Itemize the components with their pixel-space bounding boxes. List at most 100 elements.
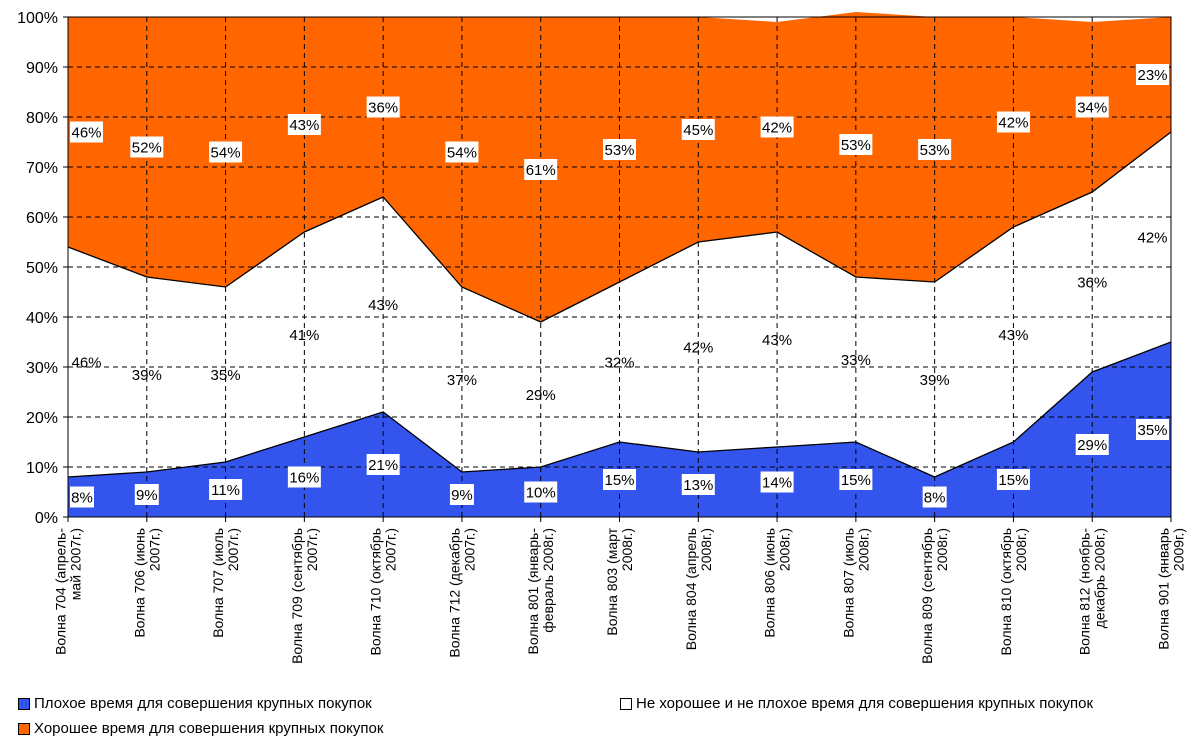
data-label-bg	[1075, 96, 1109, 118]
data-label-bg	[918, 139, 952, 160]
data-label: 42%	[998, 115, 1028, 132]
data-label: 53%	[841, 137, 871, 154]
data-label-bg	[287, 114, 321, 135]
data-label: 54%	[447, 145, 477, 162]
legend-swatch-neutral	[620, 697, 632, 710]
data-label-bg	[209, 479, 243, 500]
data-label: 9%	[451, 487, 473, 504]
area-series-1	[68, 342, 1171, 517]
data-label: 35%	[211, 367, 241, 384]
data-label: 36%	[368, 100, 398, 117]
x-tick-label: Волна 801 (январь-февраль 2008г.)	[525, 528, 556, 655]
data-label: 11%	[211, 482, 240, 499]
data-label: 13%	[683, 477, 713, 494]
data-label: 8%	[924, 490, 946, 507]
data-label: 10%	[526, 485, 556, 502]
data-label-bg	[760, 116, 794, 138]
data-label-bg	[449, 484, 474, 505]
y-tick-label: 10%	[26, 460, 58, 477]
data-label-bg	[760, 471, 794, 493]
data-label-bg	[996, 111, 1030, 133]
data-label-bg	[70, 486, 94, 508]
x-tick-label: Волна 707 (июль2007г.)	[210, 528, 241, 638]
data-label-bg	[1136, 419, 1169, 440]
data-label: 43%	[368, 297, 398, 314]
data-label: 15%	[841, 472, 871, 489]
data-label-bg	[996, 469, 1030, 490]
data-label: 46%	[71, 125, 101, 142]
data-label: 41%	[289, 327, 319, 344]
data-label-bg	[681, 119, 715, 140]
y-tick-label: 90%	[26, 60, 58, 77]
y-tick-label: 100%	[17, 10, 58, 27]
data-label: 14%	[762, 475, 792, 492]
data-label: 52%	[132, 140, 162, 157]
x-tick-label: Волна 803 (март2008г.)	[604, 527, 635, 635]
x-tick-label: Волна 804 (апрель2008г.)	[683, 528, 714, 650]
data-label-bg	[366, 454, 400, 475]
x-tick-label: Волна 810 (октябрь2008г.)	[998, 528, 1029, 655]
legend-swatch-bad	[18, 697, 30, 710]
data-label: 15%	[604, 472, 634, 489]
data-label: 43%	[762, 332, 792, 349]
x-tick-label: Волна 706 (июнь2007г.)	[131, 528, 162, 638]
data-label-bg	[366, 96, 400, 118]
x-tick-label: Волна 807 (июль2008г.)	[840, 528, 871, 638]
data-label-bg	[1136, 64, 1169, 85]
data-label: 42%	[762, 120, 792, 137]
data-label-bg	[1075, 434, 1109, 455]
y-tick-label: 60%	[26, 210, 58, 227]
x-tick-label: Волна 806 (июнь2008г.)	[762, 528, 793, 638]
y-tick-label: 40%	[26, 310, 58, 327]
data-label: 43%	[289, 117, 319, 134]
data-label-bg	[603, 139, 636, 160]
data-label-bg	[839, 134, 873, 155]
data-label: 61%	[526, 162, 556, 179]
data-label-bg	[134, 484, 159, 505]
data-label: 33%	[841, 352, 871, 369]
data-label: 29%	[526, 387, 556, 404]
x-tick-label: Волна 712 (декабрь2007г.)	[446, 528, 477, 658]
legend-item-bad: Плохое время для совершения крупных поку…	[18, 695, 372, 712]
data-label-bg	[209, 141, 243, 163]
x-tick-label: Волна 710 (октябрь2007г.)	[368, 528, 399, 655]
x-tick-label: Волна 704 (апрель-май 2007г.)	[53, 528, 84, 655]
data-label: 42%	[1137, 230, 1167, 247]
data-label: 8%	[71, 490, 93, 507]
data-label: 37%	[447, 372, 477, 389]
legend-label-bad: Плохое время для совершения крупных поку…	[34, 695, 372, 712]
data-label: 53%	[920, 142, 950, 159]
data-label: 36%	[1077, 275, 1107, 292]
legend-swatch-good	[18, 722, 30, 735]
legend-item-good: Хорошее время для совершения крупных пок…	[18, 720, 383, 737]
data-label: 39%	[920, 372, 950, 389]
data-label: 32%	[604, 355, 634, 372]
data-label: 43%	[998, 327, 1028, 344]
legend-label-good: Хорошее время для совершения крупных пок…	[34, 720, 384, 737]
y-tick-label: 0%	[35, 510, 58, 527]
data-label-bg	[70, 121, 103, 143]
area-series-2	[68, 132, 1171, 477]
series-boundary-1	[67, 341, 1172, 478]
data-label-bg	[445, 141, 479, 163]
y-tick-label: 30%	[26, 360, 58, 377]
data-label: 9%	[136, 487, 158, 504]
legend-label-neutral: Не хорошее и не плохое время для соверше…	[636, 695, 1094, 712]
y-tick-label: 70%	[26, 160, 58, 177]
y-tick-label: 80%	[26, 110, 58, 127]
x-tick-label: Волна 809 (сентябрь2008г.)	[919, 528, 950, 664]
legend-item-neutral: Не хорошее и не плохое время для соверше…	[620, 695, 1093, 712]
data-label-bg	[130, 136, 164, 158]
data-label-bg	[524, 481, 558, 503]
data-label: 35%	[1137, 422, 1167, 439]
data-label: 34%	[1077, 100, 1107, 117]
data-label: 42%	[683, 340, 713, 357]
y-tick-label: 50%	[26, 260, 58, 277]
x-tick-label: Волна 812 (ноябрь-декабрь 2008г.)	[1077, 528, 1108, 656]
data-label-bg	[922, 486, 947, 508]
data-label: 53%	[604, 142, 634, 159]
data-label-bg	[839, 469, 873, 490]
data-label: 16%	[289, 470, 319, 487]
data-label: 46%	[71, 355, 101, 372]
